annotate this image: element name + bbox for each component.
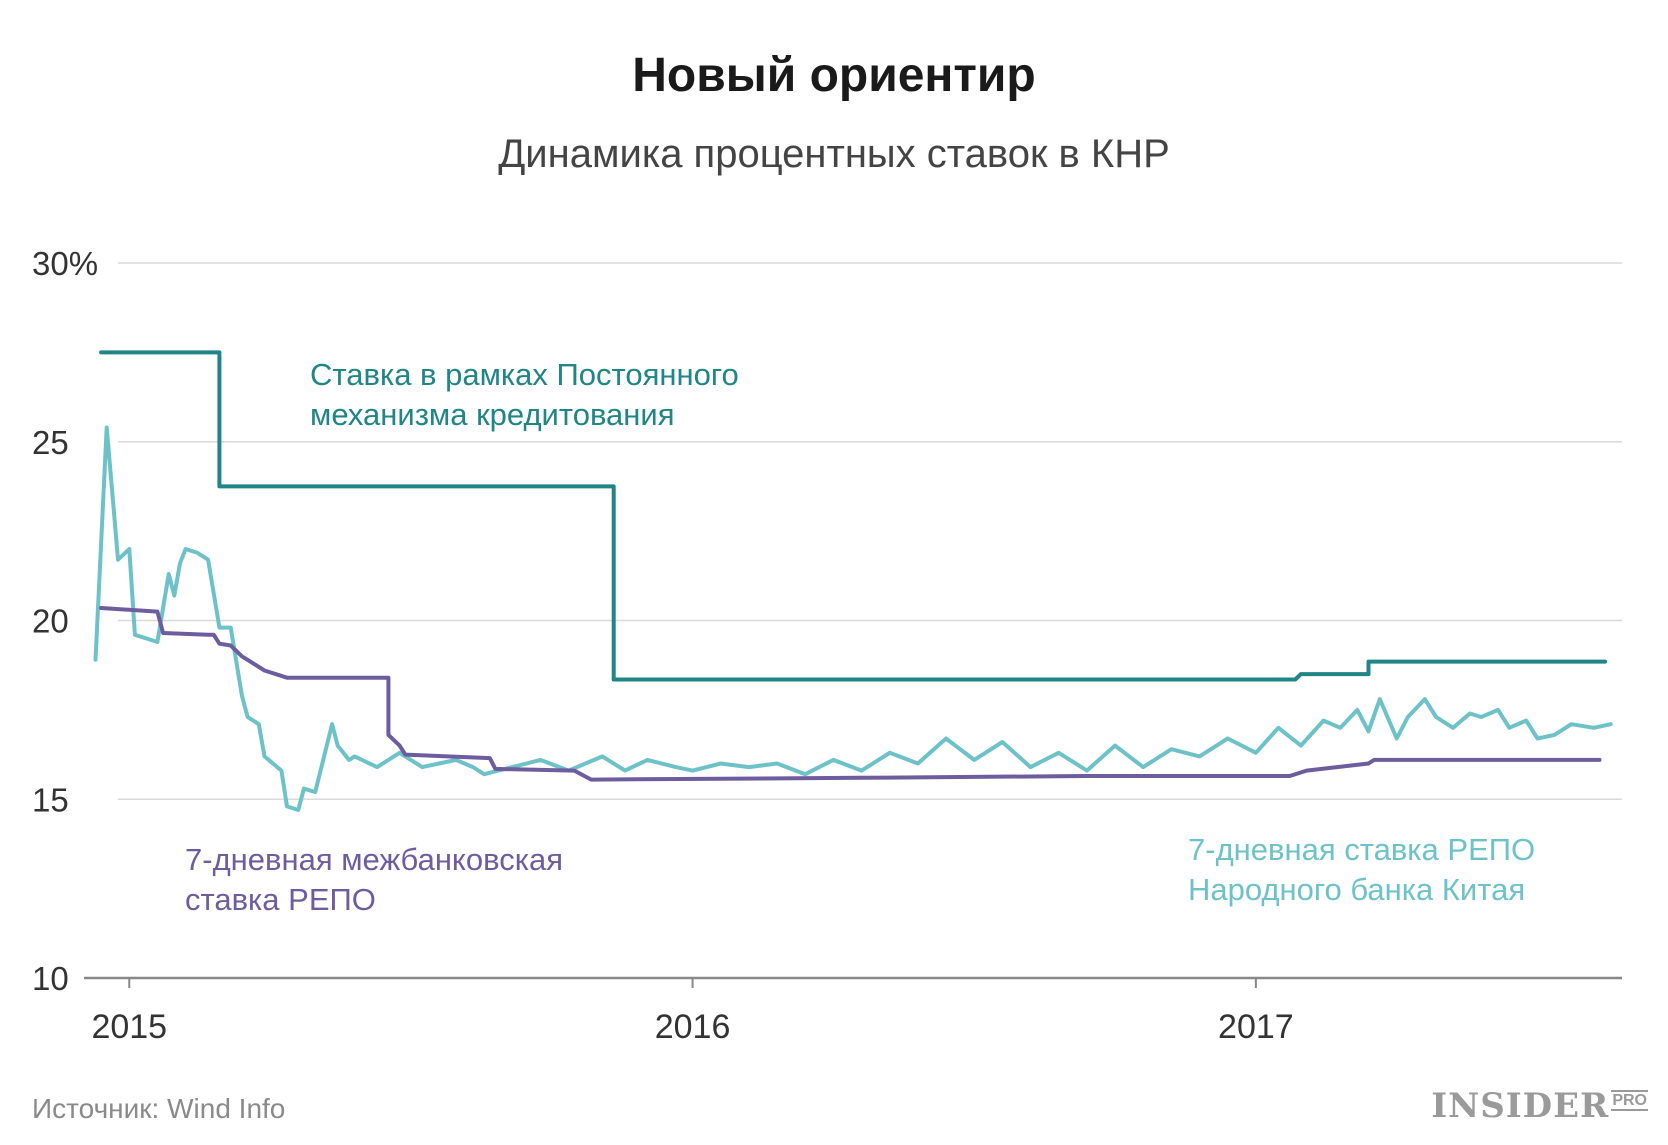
- y-tick-label: 10: [32, 960, 69, 997]
- slf-rate-line: [99, 350, 1608, 682]
- interbank-repo-label: 7-дневная межбанковская ставка РЕПО: [185, 842, 563, 917]
- x-tick-label: 2017: [1218, 1008, 1294, 1046]
- slf-rate-label-line: механизма кредитования: [310, 397, 675, 432]
- y-tick-label: 30%: [32, 245, 98, 282]
- pboc-repo-label-line: 7-дневная ставка РЕПО: [1188, 832, 1535, 867]
- x-tick-label: 2016: [655, 1008, 731, 1046]
- slf-rate-label: Ставка в рамках Постоянного механизма кре…: [310, 357, 739, 432]
- interbank-repo-label-line: ставка РЕПО: [185, 882, 376, 917]
- interbank-repo-label-line: 7-дневная межбанковская: [185, 842, 563, 877]
- source-note: Источник: Wind Info: [32, 1093, 286, 1124]
- pboc-repo-line: [93, 425, 1613, 812]
- y-tick-label: 20: [32, 603, 69, 640]
- chart-subtitle: Динамика процентных ставок в КНР: [498, 132, 1170, 176]
- interbank-repo-line: [99, 606, 1602, 782]
- chart-title: Новый ориентир: [632, 49, 1036, 102]
- pboc-repo-label-line: Народного банка Китая: [1188, 872, 1525, 907]
- slf-rate-label-line: Ставка в рамках Постоянного: [310, 357, 739, 392]
- insider-pro-logo: INSIDER PRO: [1431, 1086, 1648, 1126]
- y-tick-label: 25: [32, 424, 69, 461]
- y-tick-label: 15: [32, 781, 69, 818]
- logo-main: INSIDER: [1431, 1086, 1610, 1126]
- x-tick-label: 2015: [91, 1008, 167, 1046]
- pboc-repo-label: 7-дневная ставка РЕПО Народного банка Кит…: [1188, 832, 1535, 907]
- logo-suffix: PRO: [1611, 1090, 1648, 1111]
